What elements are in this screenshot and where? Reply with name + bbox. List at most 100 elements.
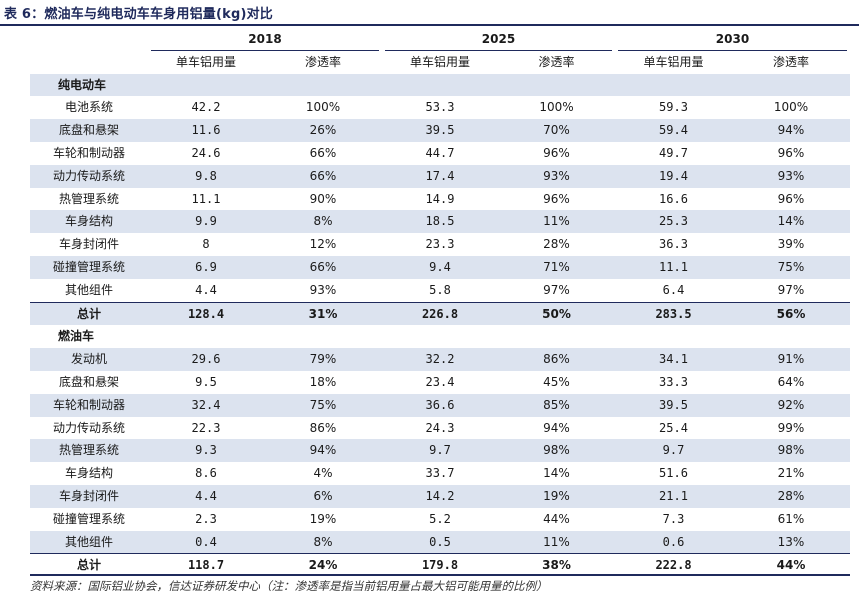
total-usage-value: 179.8 [421,558,459,573]
year-header-2025: 2025 [382,28,615,51]
table-body: 纯电动车 电池系统 42.2 100% 53.3 100% 59.3 100% 底盘和悬架 11.… [30,73,850,578]
penetration-value: 14% [543,466,570,481]
table-row: 车轮和制动器 32.4 75% 36.6 85% 39.5 92% [30,393,850,417]
row-label: 其他组件 [64,282,113,297]
usage-value: 32.2 [425,352,455,367]
total-usage-value: 222.8 [655,558,692,573]
usage-value: 4.4 [195,282,217,297]
usage-value: 6.9 [195,259,217,274]
column-header: 渗透率 [304,54,341,69]
usage-value: 33.7 [425,466,455,481]
penetration-value: 100% [539,100,574,115]
usage-value: 32.4 [191,397,221,412]
penetration-value: 96% [543,145,570,160]
penetration-value: 93% [543,168,570,183]
row-label: 碰撞管理系统 [52,259,125,274]
row-label: 发动机 [70,352,107,367]
total-usage-value: 128.4 [187,306,225,321]
penetration-value: 11% [543,534,570,549]
usage-value: 14.9 [425,191,455,206]
penetration-value: 100% [305,100,341,115]
usage-value: 22.3 [191,420,221,435]
total-usage-value: 283.5 [655,306,692,321]
total-penetration-value: 50% [542,306,571,321]
table-row: 底盘和悬架 9.5 18% 23.4 45% 33.3 64% [30,371,850,394]
total-label: 总计 [76,306,101,321]
penetration-value: 79% [309,352,337,367]
usage-value: 24.6 [191,145,221,160]
empty-cell [615,74,732,97]
table-row: 动力传动系统 9.8 66% 17.4 93% 19.4 93% [30,164,850,188]
usage-value: 29.6 [191,352,221,367]
total-usage-value: 226.8 [421,306,459,321]
penetration-value: 19% [543,488,570,503]
column-header: 单车铝用量 [409,54,470,69]
empty-cell [732,325,850,348]
empty-cell [732,74,850,97]
column-header: 渗透率 [772,54,809,69]
penetration-value: 64% [777,374,805,389]
usage-value: 9.3 [195,443,217,458]
penetration-value: 70% [543,123,570,138]
corner-cell [30,28,148,51]
usage-value: 2.3 [195,511,217,526]
usage-value: 53.3 [425,100,455,115]
penetration-value: 4% [313,466,333,481]
row-label: 车身结构 [64,466,113,481]
usage-value: 23.3 [425,237,455,252]
year-header-row: 2018 2025 2030 [30,28,850,51]
penetration-value: 19% [309,511,337,526]
penetration-value: 93% [309,282,337,297]
title-rule [0,24,859,26]
penetration-value: 14% [777,214,805,229]
row-label: 其他组件 [64,534,113,549]
table-row: 热管理系统 9.3 94% 9.7 98% 9.7 98% [30,439,850,463]
penetration-value: 92% [777,397,805,412]
usage-value: 11.6 [191,123,221,138]
usage-value: 9.9 [195,214,217,229]
penetration-value: 28% [777,488,805,503]
row-label: 热管理系统 [58,443,119,458]
usage-value: 8 [202,237,210,252]
usage-value: 14.2 [425,488,455,503]
table-row: 动力传动系统 22.3 86% 24.3 94% 25.4 99% [30,417,850,440]
section-header-row: 燃油车 [30,325,850,348]
penetration-value: 8% [313,534,333,549]
usage-value: 11.1 [659,259,688,274]
penetration-value: 18% [309,374,337,389]
penetration-value: 96% [543,191,570,206]
usage-value: 11.1 [191,191,221,206]
section-label: 燃油车 [58,329,95,344]
usage-value: 0.6 [662,534,685,549]
row-label: 车身封闭件 [58,237,119,252]
usage-value: 59.4 [659,123,688,138]
empty-cell [382,325,498,348]
usage-value: 42.2 [191,100,221,115]
row-label: 车身封闭件 [58,488,119,503]
penetration-value: 75% [777,259,805,274]
usage-value: 51.6 [659,466,688,481]
row-label: 底盘和悬架 [58,123,119,138]
penetration-value: 94% [543,420,570,435]
penetration-value: 44% [543,511,570,526]
usage-value: 4.4 [195,488,217,503]
usage-value: 0.4 [195,534,217,549]
row-label: 底盘和悬架 [58,374,119,389]
row-label: 动力传动系统 [52,168,125,183]
table-row: 其他组件 4.4 93% 5.8 97% 6.4 97% [30,279,850,302]
table-row: 电池系统 42.2 100% 53.3 100% 59.3 100% [30,96,850,119]
usage-value: 33.3 [659,374,688,389]
empty-cell [148,325,264,348]
penetration-value: 91% [777,352,805,367]
row-label: 车身结构 [64,214,113,229]
year-header-2030: 2030 [615,28,850,51]
column-header-row: 单车铝用量 渗透率 单车铝用量 渗透率 单车铝用量 渗透率 [30,51,850,74]
usage-value: 5.2 [429,511,451,526]
penetration-value: 98% [777,443,805,458]
column-header: 单车铝用量 [643,54,704,69]
table-row: 底盘和悬架 11.6 26% 39.5 70% 59.4 94% [30,119,850,142]
penetration-value: 96% [777,145,805,160]
section-label: 纯电动车 [58,77,107,92]
penetration-value: 71% [543,259,570,274]
